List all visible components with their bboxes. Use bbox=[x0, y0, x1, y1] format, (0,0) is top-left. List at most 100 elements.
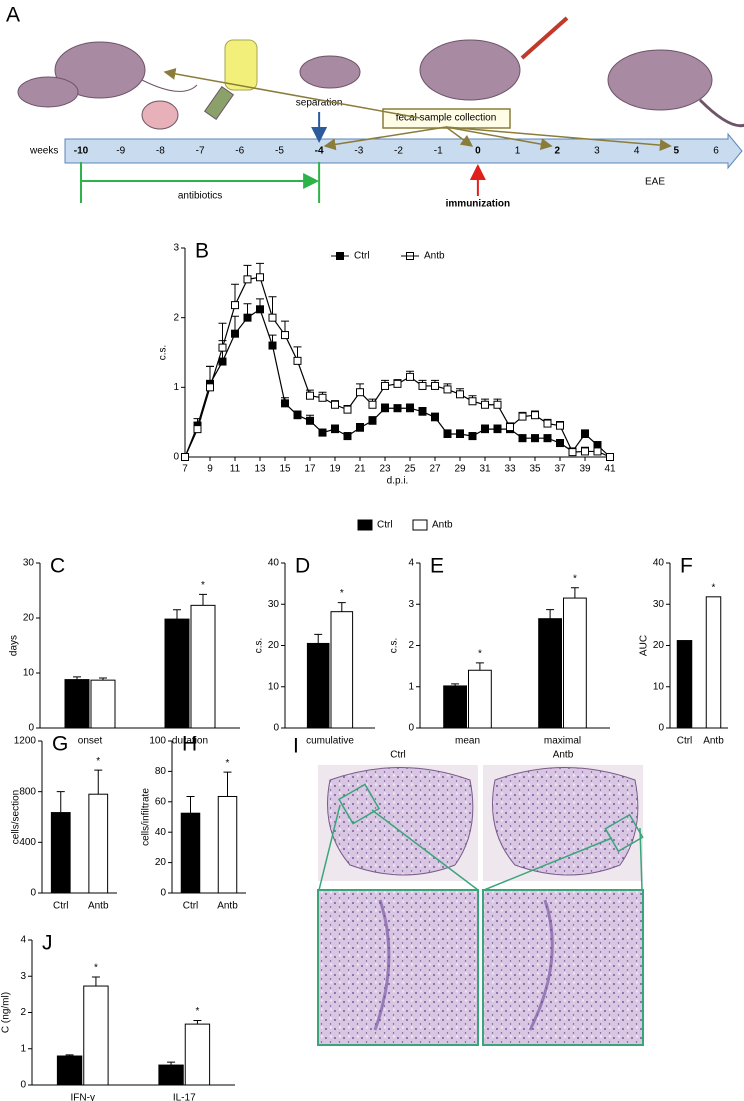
y-tick-label: 30 bbox=[268, 599, 280, 610]
y-tick-label: 20 bbox=[653, 640, 665, 651]
bar bbox=[184, 1023, 211, 1086]
data-point bbox=[393, 379, 402, 388]
x-tick-label: 13 bbox=[254, 464, 266, 475]
y-tick-label: 30 bbox=[23, 558, 35, 569]
rat-illustrations bbox=[17, 16, 744, 130]
data-point bbox=[518, 412, 527, 421]
y-axis-title: AUC bbox=[639, 635, 650, 656]
x-tick-label: 21 bbox=[354, 464, 366, 475]
y-axis-title: cells/infiltrate bbox=[141, 788, 152, 846]
x-tick-label: duration bbox=[172, 736, 208, 747]
error-bar bbox=[193, 1019, 202, 1025]
y-tick-label: 1 bbox=[20, 1043, 26, 1054]
y-tick-label: 20 bbox=[155, 857, 167, 868]
data-point bbox=[331, 425, 339, 434]
panel-label: G bbox=[52, 733, 68, 756]
data-point bbox=[193, 425, 202, 434]
data-point bbox=[281, 399, 289, 408]
data-point bbox=[556, 421, 564, 430]
fecal-arrow bbox=[163, 67, 421, 119]
error-bar bbox=[475, 662, 484, 671]
significance: * bbox=[226, 758, 230, 769]
y-axis-title: c.s. bbox=[158, 345, 169, 361]
data-point bbox=[368, 416, 377, 425]
week-label: -2 bbox=[394, 146, 403, 157]
week-label: 2 bbox=[554, 146, 560, 157]
error-bar bbox=[546, 609, 555, 619]
data-point bbox=[456, 430, 464, 439]
y-tick-label: 3 bbox=[20, 971, 26, 982]
fecal-label: fecal sample collection bbox=[396, 113, 497, 124]
bar bbox=[180, 812, 201, 894]
x-tick-label: maximal bbox=[544, 736, 581, 747]
error-bar bbox=[99, 677, 107, 681]
data-point bbox=[343, 432, 352, 441]
x-tick-label: Antb bbox=[217, 901, 238, 912]
y-axis-title: C (ng/ml) bbox=[1, 992, 12, 1033]
data-point bbox=[231, 301, 239, 310]
x-tick-label: Ctrl bbox=[53, 901, 69, 912]
data-point bbox=[381, 404, 389, 413]
x-tick-label: 25 bbox=[404, 464, 416, 475]
antibiotics-label: antibiotics bbox=[178, 191, 222, 202]
y-tick-label: 80 bbox=[155, 766, 167, 777]
y-axis-title: c.s. bbox=[254, 638, 265, 654]
y-tick-label: 0 bbox=[658, 723, 664, 734]
data-point bbox=[281, 331, 289, 340]
data-point bbox=[343, 405, 352, 414]
data-point bbox=[406, 372, 414, 381]
fecal-arrow bbox=[445, 126, 553, 151]
data-point bbox=[518, 434, 527, 443]
x-tick-label: 7 bbox=[182, 464, 188, 475]
panel-label: F bbox=[680, 555, 693, 578]
significance: * bbox=[96, 756, 100, 767]
data-point bbox=[543, 434, 552, 443]
y-tick-label: 60 bbox=[155, 796, 167, 807]
y-tick-label: 1 bbox=[173, 382, 179, 393]
error-bar bbox=[314, 633, 323, 644]
y-tick-label: 2 bbox=[20, 1007, 26, 1018]
panel-label: C bbox=[50, 555, 65, 578]
x-tick-label: IL-17 bbox=[173, 1093, 196, 1101]
data-point bbox=[443, 430, 452, 439]
significance: * bbox=[573, 573, 577, 584]
data-point bbox=[418, 407, 427, 416]
bar bbox=[538, 618, 563, 729]
data-point bbox=[306, 391, 314, 400]
x-tick-label: 35 bbox=[529, 464, 541, 475]
bar bbox=[306, 642, 330, 729]
week-label: 4 bbox=[634, 146, 640, 157]
y-tick-label: 40 bbox=[268, 558, 280, 569]
bar bbox=[90, 679, 116, 729]
bar bbox=[468, 669, 492, 729]
week-label: 6 bbox=[713, 146, 719, 157]
panel-label: H bbox=[182, 733, 197, 756]
data-point bbox=[356, 423, 364, 432]
y-tick-label: 3 bbox=[408, 599, 414, 610]
bar bbox=[676, 640, 693, 729]
x-tick-label: 29 bbox=[454, 464, 466, 475]
y-tick-label: 2 bbox=[173, 312, 179, 323]
y-tick-label: 20 bbox=[268, 640, 280, 651]
error-bar bbox=[186, 795, 195, 814]
data-point bbox=[218, 343, 227, 352]
y-tick-label: 0 bbox=[408, 723, 414, 734]
y-tick-label: 1 bbox=[408, 681, 414, 692]
bar bbox=[217, 795, 238, 894]
data-point bbox=[206, 383, 214, 392]
y-tick-label: 4 bbox=[20, 935, 26, 946]
column-label: Antb bbox=[553, 750, 574, 761]
fecal-arrow bbox=[323, 126, 447, 151]
bar bbox=[164, 618, 190, 729]
bar bbox=[158, 1064, 184, 1086]
y-tick-label: 10 bbox=[23, 668, 35, 679]
data-point bbox=[393, 404, 402, 413]
data-point bbox=[531, 434, 539, 443]
significance: * bbox=[340, 588, 344, 599]
data-point bbox=[318, 428, 327, 437]
data-point bbox=[306, 416, 314, 425]
week-label: -8 bbox=[156, 146, 165, 157]
data-point bbox=[268, 313, 277, 322]
x-tick-label: onset bbox=[78, 736, 103, 747]
bar bbox=[64, 679, 90, 729]
